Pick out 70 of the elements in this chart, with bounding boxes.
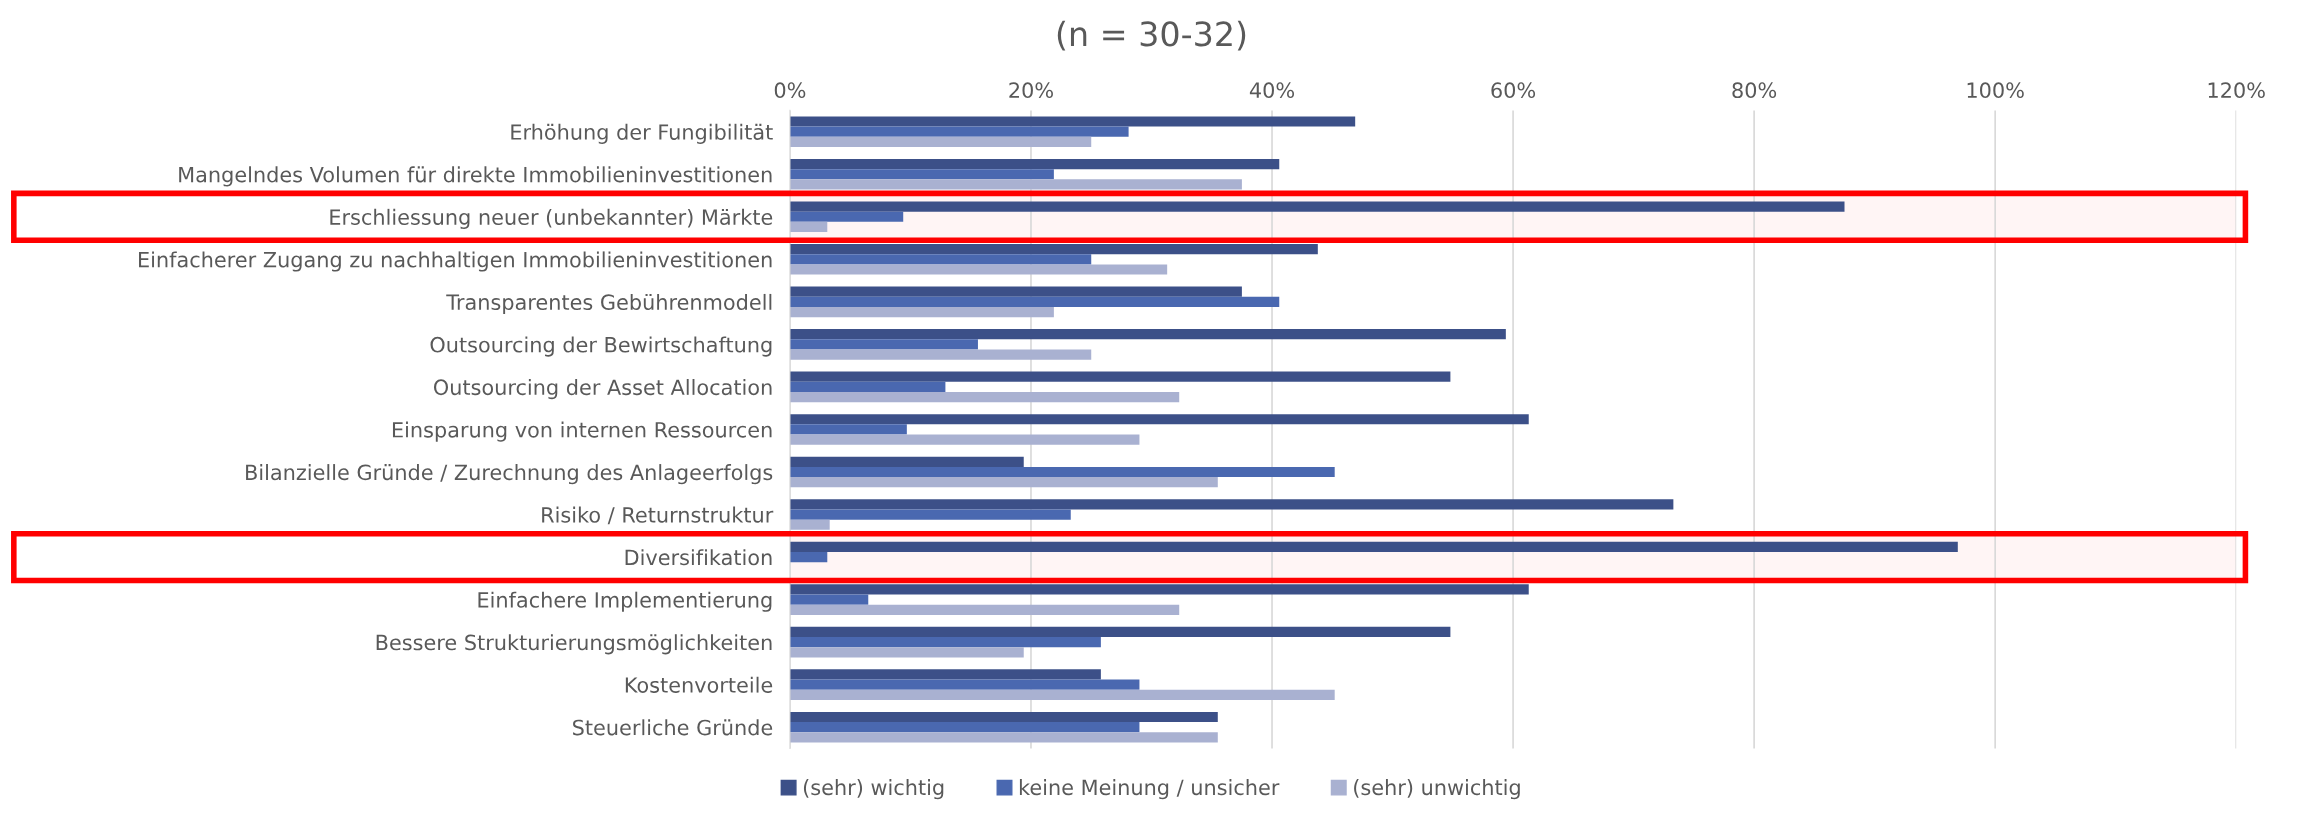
bar <box>789 254 1092 265</box>
bar <box>789 637 1101 648</box>
bar <box>789 414 1529 425</box>
bar <box>789 434 1140 445</box>
x-tick-label: 20% <box>1009 82 1053 99</box>
bar <box>789 647 1024 658</box>
bar <box>789 286 1242 297</box>
bar <box>789 201 1845 212</box>
bar <box>789 689 1335 700</box>
y-tick-label: Kostenvorteile <box>625 676 773 693</box>
bar <box>789 243 1318 255</box>
bar <box>789 392 1180 403</box>
legend-label: (sehr) unwichtig <box>1354 779 1520 800</box>
bar <box>789 477 1218 488</box>
bar <box>789 349 1092 360</box>
x-tick-label: 0% <box>774 82 806 99</box>
bar <box>789 126 1129 137</box>
y-tick-label: Mangelndes Volumen für direkte Immobilieninvestitionen <box>179 166 772 187</box>
bar <box>789 211 904 222</box>
y-tick-label: Bessere Strukturierungsmöglichkeiten <box>376 634 772 655</box>
x-tick-label: 80% <box>1732 82 1777 99</box>
y-tick-label: Erhöhung der Fungibilität <box>511 123 773 144</box>
y-tick-label: Erschliessung neuer (unbekannter) Märkte <box>330 208 773 230</box>
bar <box>789 264 1168 275</box>
bar <box>789 732 1218 743</box>
y-tick-label: Transparentes Gebührenmodell <box>446 293 772 315</box>
bar <box>789 306 1054 318</box>
bar <box>789 519 830 530</box>
bar <box>789 669 1101 680</box>
y-tick-label: Outsourcing der Asset Allocation <box>433 379 772 400</box>
bar <box>789 722 1140 733</box>
bar <box>789 221 828 233</box>
y-tick-label: Einsparung von internen Ressourcen <box>392 421 772 442</box>
bar <box>789 626 1451 638</box>
y-tick-label: Diversifikation <box>625 549 772 566</box>
bar <box>789 679 1140 690</box>
bar <box>789 604 1180 615</box>
bar <box>789 296 1280 307</box>
bar <box>789 136 1092 148</box>
x-tick-label: 100% <box>1967 82 2024 99</box>
bar <box>789 158 1280 170</box>
y-tick-label: Steuerliche Gründe <box>573 719 773 736</box>
bar <box>789 466 1335 478</box>
bar <box>789 594 869 605</box>
x-tick-label: 120% <box>2208 82 2265 99</box>
y-tick-label: Einfachere Implementierung <box>478 591 772 612</box>
bar <box>789 456 1024 467</box>
bar <box>789 584 1529 595</box>
bar <box>789 169 1054 180</box>
bar <box>789 339 978 350</box>
bar <box>789 509 1071 520</box>
bar <box>789 179 1242 190</box>
legend-label: keine Meinung / unsicher <box>1019 779 1280 800</box>
bar <box>789 424 907 435</box>
y-tick-label: Outsourcing der Bewirtschaftung <box>430 336 772 357</box>
y-tick-label: Risiko / Returnstruktur <box>542 506 774 525</box>
y-tick-label: Bilanzielle Gründe / Zurechnung des Anlageerfolgs <box>246 464 773 485</box>
y-tick-label: Einfacherer Zugang zu nachhaltigen Immobilieninvestitionen <box>139 251 772 272</box>
bar <box>789 541 1958 552</box>
bar <box>789 499 1674 510</box>
bar <box>789 381 946 393</box>
chart-title: (n = 30-32) <box>1057 20 1246 51</box>
bar <box>789 116 1356 127</box>
bar <box>789 329 1506 340</box>
x-tick-label: 60% <box>1491 82 1536 99</box>
bar <box>789 551 828 563</box>
bar <box>789 371 1451 382</box>
legend-label: (sehr) wichtig <box>803 779 944 800</box>
bar <box>789 711 1218 723</box>
x-tick-label: 40% <box>1249 82 1295 99</box>
